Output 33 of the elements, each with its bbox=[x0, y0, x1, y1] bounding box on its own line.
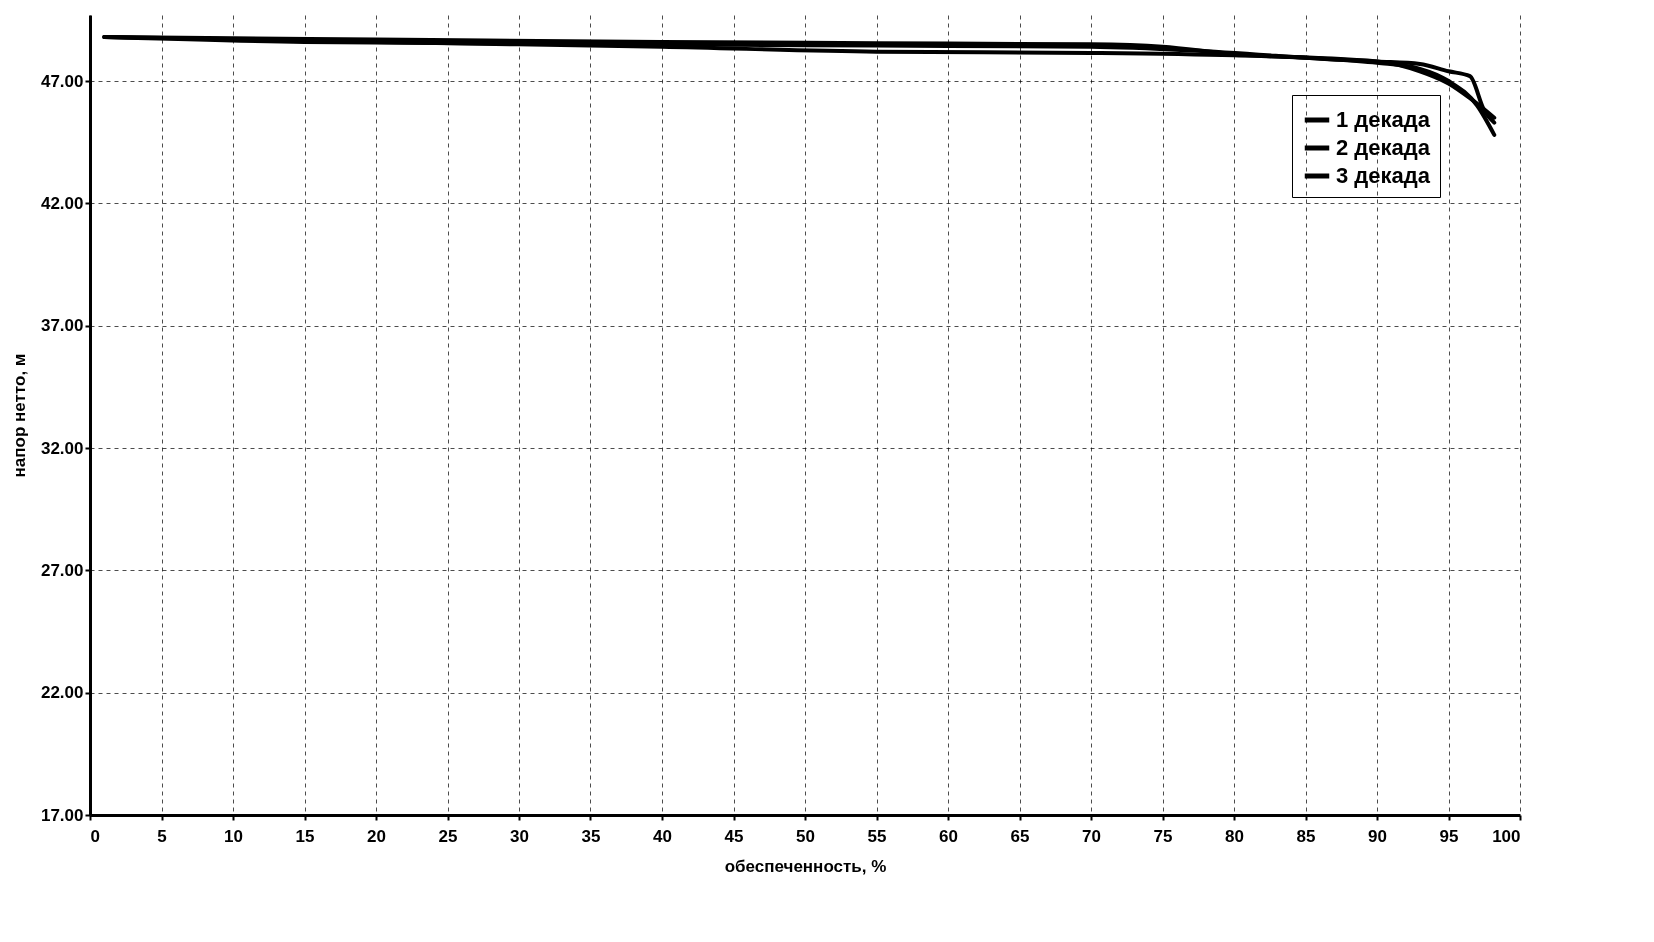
x-tick-label: 95 bbox=[1439, 826, 1459, 846]
legend-label: 2 декада bbox=[1336, 135, 1431, 160]
x-tick-label: 85 bbox=[1296, 826, 1316, 846]
x-tick-label: 65 bbox=[1010, 826, 1030, 846]
x-tick-label: 90 bbox=[1368, 826, 1387, 846]
y-tick-label: 27.00 bbox=[40, 560, 84, 580]
x-tick-label: 15 bbox=[295, 826, 315, 846]
x-tick-label: 70 bbox=[1082, 826, 1101, 846]
y-tick-label: 42.00 bbox=[40, 193, 84, 213]
legend-label: 3 декада bbox=[1336, 163, 1431, 188]
x-tick-label: 40 bbox=[653, 826, 672, 846]
x-tick-label: 55 bbox=[867, 826, 887, 846]
y-tick-label: 32.00 bbox=[40, 438, 84, 458]
x-tick-label: 25 bbox=[438, 826, 458, 846]
x-tick-label: 20 bbox=[367, 826, 386, 846]
y-axis-title: напор нетто, м bbox=[9, 353, 29, 478]
x-tick-label: 100 bbox=[1492, 826, 1521, 846]
x-tick-label: 0 bbox=[90, 826, 100, 846]
x-tick-label: 30 bbox=[510, 826, 529, 846]
x-tick-label: 35 bbox=[581, 826, 601, 846]
x-axis-title: обеспеченность, % bbox=[724, 856, 887, 876]
x-tick-label: 5 bbox=[157, 826, 167, 846]
y-tick-label: 17.00 bbox=[40, 805, 84, 825]
legend-label: 1 декада bbox=[1336, 107, 1431, 132]
x-tick-label: 60 bbox=[939, 826, 958, 846]
y-tick-label: 37.00 bbox=[40, 316, 84, 336]
y-tick-label: 47.00 bbox=[40, 71, 84, 91]
x-tick-label: 75 bbox=[1153, 826, 1173, 846]
y-tick-label: 22.00 bbox=[40, 683, 84, 703]
x-tick-label: 10 bbox=[224, 826, 243, 846]
x-tick-label: 50 bbox=[796, 826, 815, 846]
x-tick-label: 45 bbox=[724, 826, 744, 846]
x-tick-label: 80 bbox=[1225, 826, 1244, 846]
